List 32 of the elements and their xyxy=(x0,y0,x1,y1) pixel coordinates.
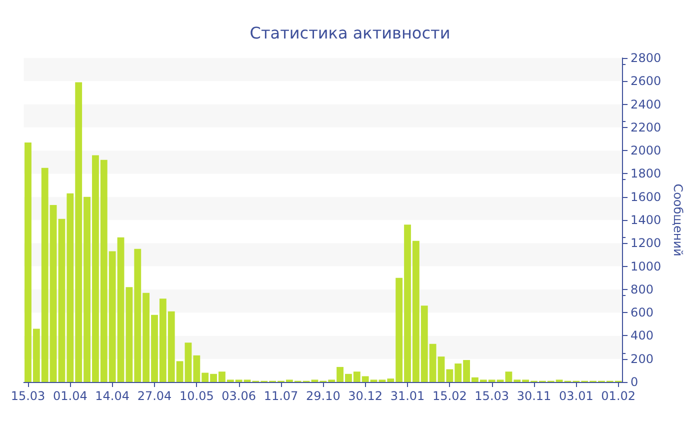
chart-title: Статистика активности xyxy=(250,24,450,42)
y-tick-label: 2200 xyxy=(630,120,662,134)
x-tick-label: 10.05 xyxy=(179,389,214,403)
x-tick-label: 14.04 xyxy=(95,389,130,403)
x-tick-label: 15.02 xyxy=(432,389,467,403)
y-tick-label: 0 xyxy=(630,375,638,389)
y-tick-label: 2800 xyxy=(630,51,662,65)
y-tick-label: 1400 xyxy=(630,213,662,227)
x-tick-label: 27.04 xyxy=(137,389,172,403)
y-tick-label: 1600 xyxy=(630,190,662,204)
x-tick-label: 03.01 xyxy=(558,389,594,403)
x-tick-label: 15.03 xyxy=(474,389,510,403)
y-tick-label: 2000 xyxy=(630,144,662,158)
x-tick-label: 29.10 xyxy=(306,389,340,403)
x-tick-label: 03.06 xyxy=(222,389,256,403)
y-tick-label: 1200 xyxy=(630,236,662,250)
y-tick-label: 200 xyxy=(630,352,654,366)
x-tick-label: 30.11 xyxy=(516,389,552,403)
y-tick-label: 1000 xyxy=(630,259,662,274)
y-tick-label: 2400 xyxy=(630,97,662,112)
y-axis-title: Сообщений xyxy=(671,184,685,256)
y-tick-label: 400 xyxy=(630,328,654,343)
y-tick-label: 1800 xyxy=(630,166,662,181)
x-tick-label: 01.02 xyxy=(601,389,636,403)
x-tick-label: 11.07 xyxy=(264,389,298,403)
x-tick-label: 31.01 xyxy=(390,389,425,403)
x-tick-label: 15.03 xyxy=(10,389,46,403)
x-tick-label: 01.04 xyxy=(52,389,88,403)
x-tick-label: 30.12 xyxy=(348,389,383,403)
y-tick-label: 600 xyxy=(630,306,654,320)
y-tick-label: 2600 xyxy=(630,74,662,88)
y-tick-label: 800 xyxy=(630,282,654,296)
